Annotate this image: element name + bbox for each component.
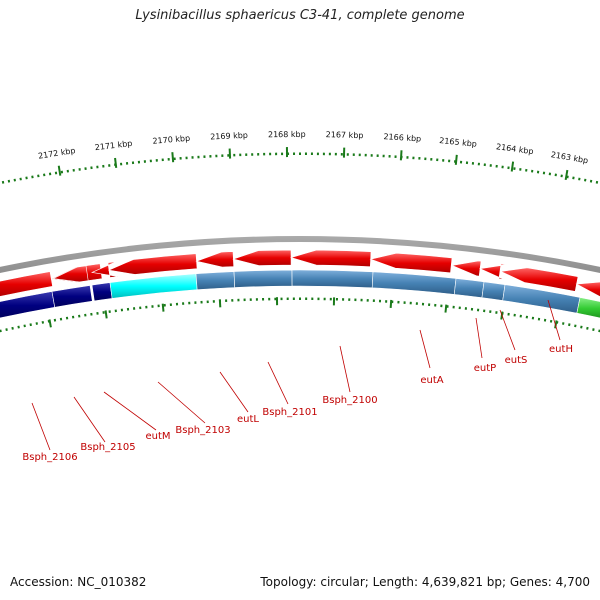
inner-major-tick: [48, 319, 52, 328]
kbp-ruler-labels: 2163 kbp 2164 kbp 2165 kbp 2166 kbp 2167 kbp…: [38, 130, 589, 165]
inner-major-tick: [389, 299, 393, 308]
reverse-gene: [576, 297, 600, 319]
gene-leader-line: [547, 299, 561, 341]
kbp-ruler: [1, 147, 599, 184]
major-tick: [510, 161, 515, 172]
major-tick: [399, 150, 403, 161]
backbone-band: [0, 236, 600, 274]
inner-minor-tick: [5, 328, 8, 332]
gene-label: eutL: [237, 414, 259, 425]
gene-leader-line: [31, 402, 51, 451]
major-tick: [171, 152, 175, 163]
map-title: Lysinibacillus sphaericus C3-41, complet…: [135, 8, 465, 23]
kbp-label: 2166 kbp: [383, 132, 421, 143]
reverse-strand-genes: [0, 269, 600, 319]
gene-leader-line: [499, 309, 516, 351]
accession-text: Accession: NC_010382: [10, 575, 147, 589]
inner-major-tick: [104, 310, 108, 319]
gene-leader-line: [339, 345, 351, 393]
reverse-gene: [51, 285, 93, 308]
inner-minor-tick: [0, 329, 2, 333]
kbp-label: 2167 kbp: [326, 130, 364, 140]
gene-label: Bsph_2106: [22, 452, 77, 463]
major-tick: [564, 169, 569, 181]
reverse-gene: [0, 291, 56, 319]
gene-label: Bsph_2103: [175, 425, 230, 436]
gene-label: eutA: [420, 375, 443, 386]
kbp-label: 2165 kbp: [439, 136, 477, 149]
genome-backbone: [0, 236, 600, 274]
inner-minor-tick: [592, 328, 595, 332]
gene-label: Bsph_2105: [80, 442, 135, 453]
kbp-label: 2164 kbp: [496, 142, 535, 156]
forward-gene: [369, 252, 453, 274]
reverse-gene: [291, 269, 374, 289]
inner-minor-tick: [586, 326, 589, 330]
forward-gene: [451, 260, 482, 277]
major-tick: [454, 154, 458, 165]
kbp-label: 2171 kbp: [94, 139, 133, 152]
reverse-gene: [481, 281, 506, 301]
kbp-label: 2172 kbp: [38, 146, 77, 161]
forward-gene: [107, 253, 198, 275]
inner-major-tick: [554, 320, 558, 329]
forward-gene: [232, 249, 292, 266]
inner-major-tick: [161, 303, 165, 312]
gene-leader-line: [103, 391, 157, 431]
reverse-gene: [371, 271, 457, 295]
kbp-label: 2169 kbp: [210, 131, 248, 142]
gene-leader-line: [267, 361, 289, 405]
forward-strand-genes: [0, 249, 600, 297]
gene-leader-line: [219, 371, 249, 413]
gene-label: eutH: [549, 344, 573, 355]
reverse-gene: [453, 278, 485, 299]
gene-label: eutM: [145, 431, 170, 442]
major-tick: [114, 157, 118, 169]
kbp-label: 2168 kbp: [268, 130, 306, 139]
gene-label: Bsph_2101: [262, 407, 317, 418]
kbp-label: 2170 kbp: [152, 134, 190, 146]
forward-gene: [0, 271, 53, 297]
reverse-gene: [109, 273, 198, 299]
reverse-gene: [195, 271, 236, 291]
forward-gene: [289, 249, 372, 268]
gene-leader-line: [73, 396, 106, 443]
forward-gene: [575, 281, 600, 297]
major-tick: [57, 165, 62, 176]
reverse-gene: [91, 282, 113, 302]
gene-label: Bsph_2100: [322, 395, 377, 406]
topology-text: Topology: circular; Length: 4,639,821 bp…: [260, 575, 590, 589]
kbp-label: 2163 kbp: [550, 150, 589, 165]
gene-leader-line: [419, 329, 431, 369]
inner-ruler: [0, 297, 600, 333]
forward-gene: [195, 251, 235, 268]
reverse-gene: [233, 269, 293, 288]
gene-label: eutS: [505, 355, 528, 366]
gene-label: eutP: [474, 363, 496, 374]
gene-leader-line: [157, 381, 206, 424]
forward-gene: [52, 265, 89, 283]
gene-leader-line: [475, 317, 483, 359]
inner-minor-tick: [11, 326, 14, 330]
inner-major-tick: [444, 304, 448, 313]
